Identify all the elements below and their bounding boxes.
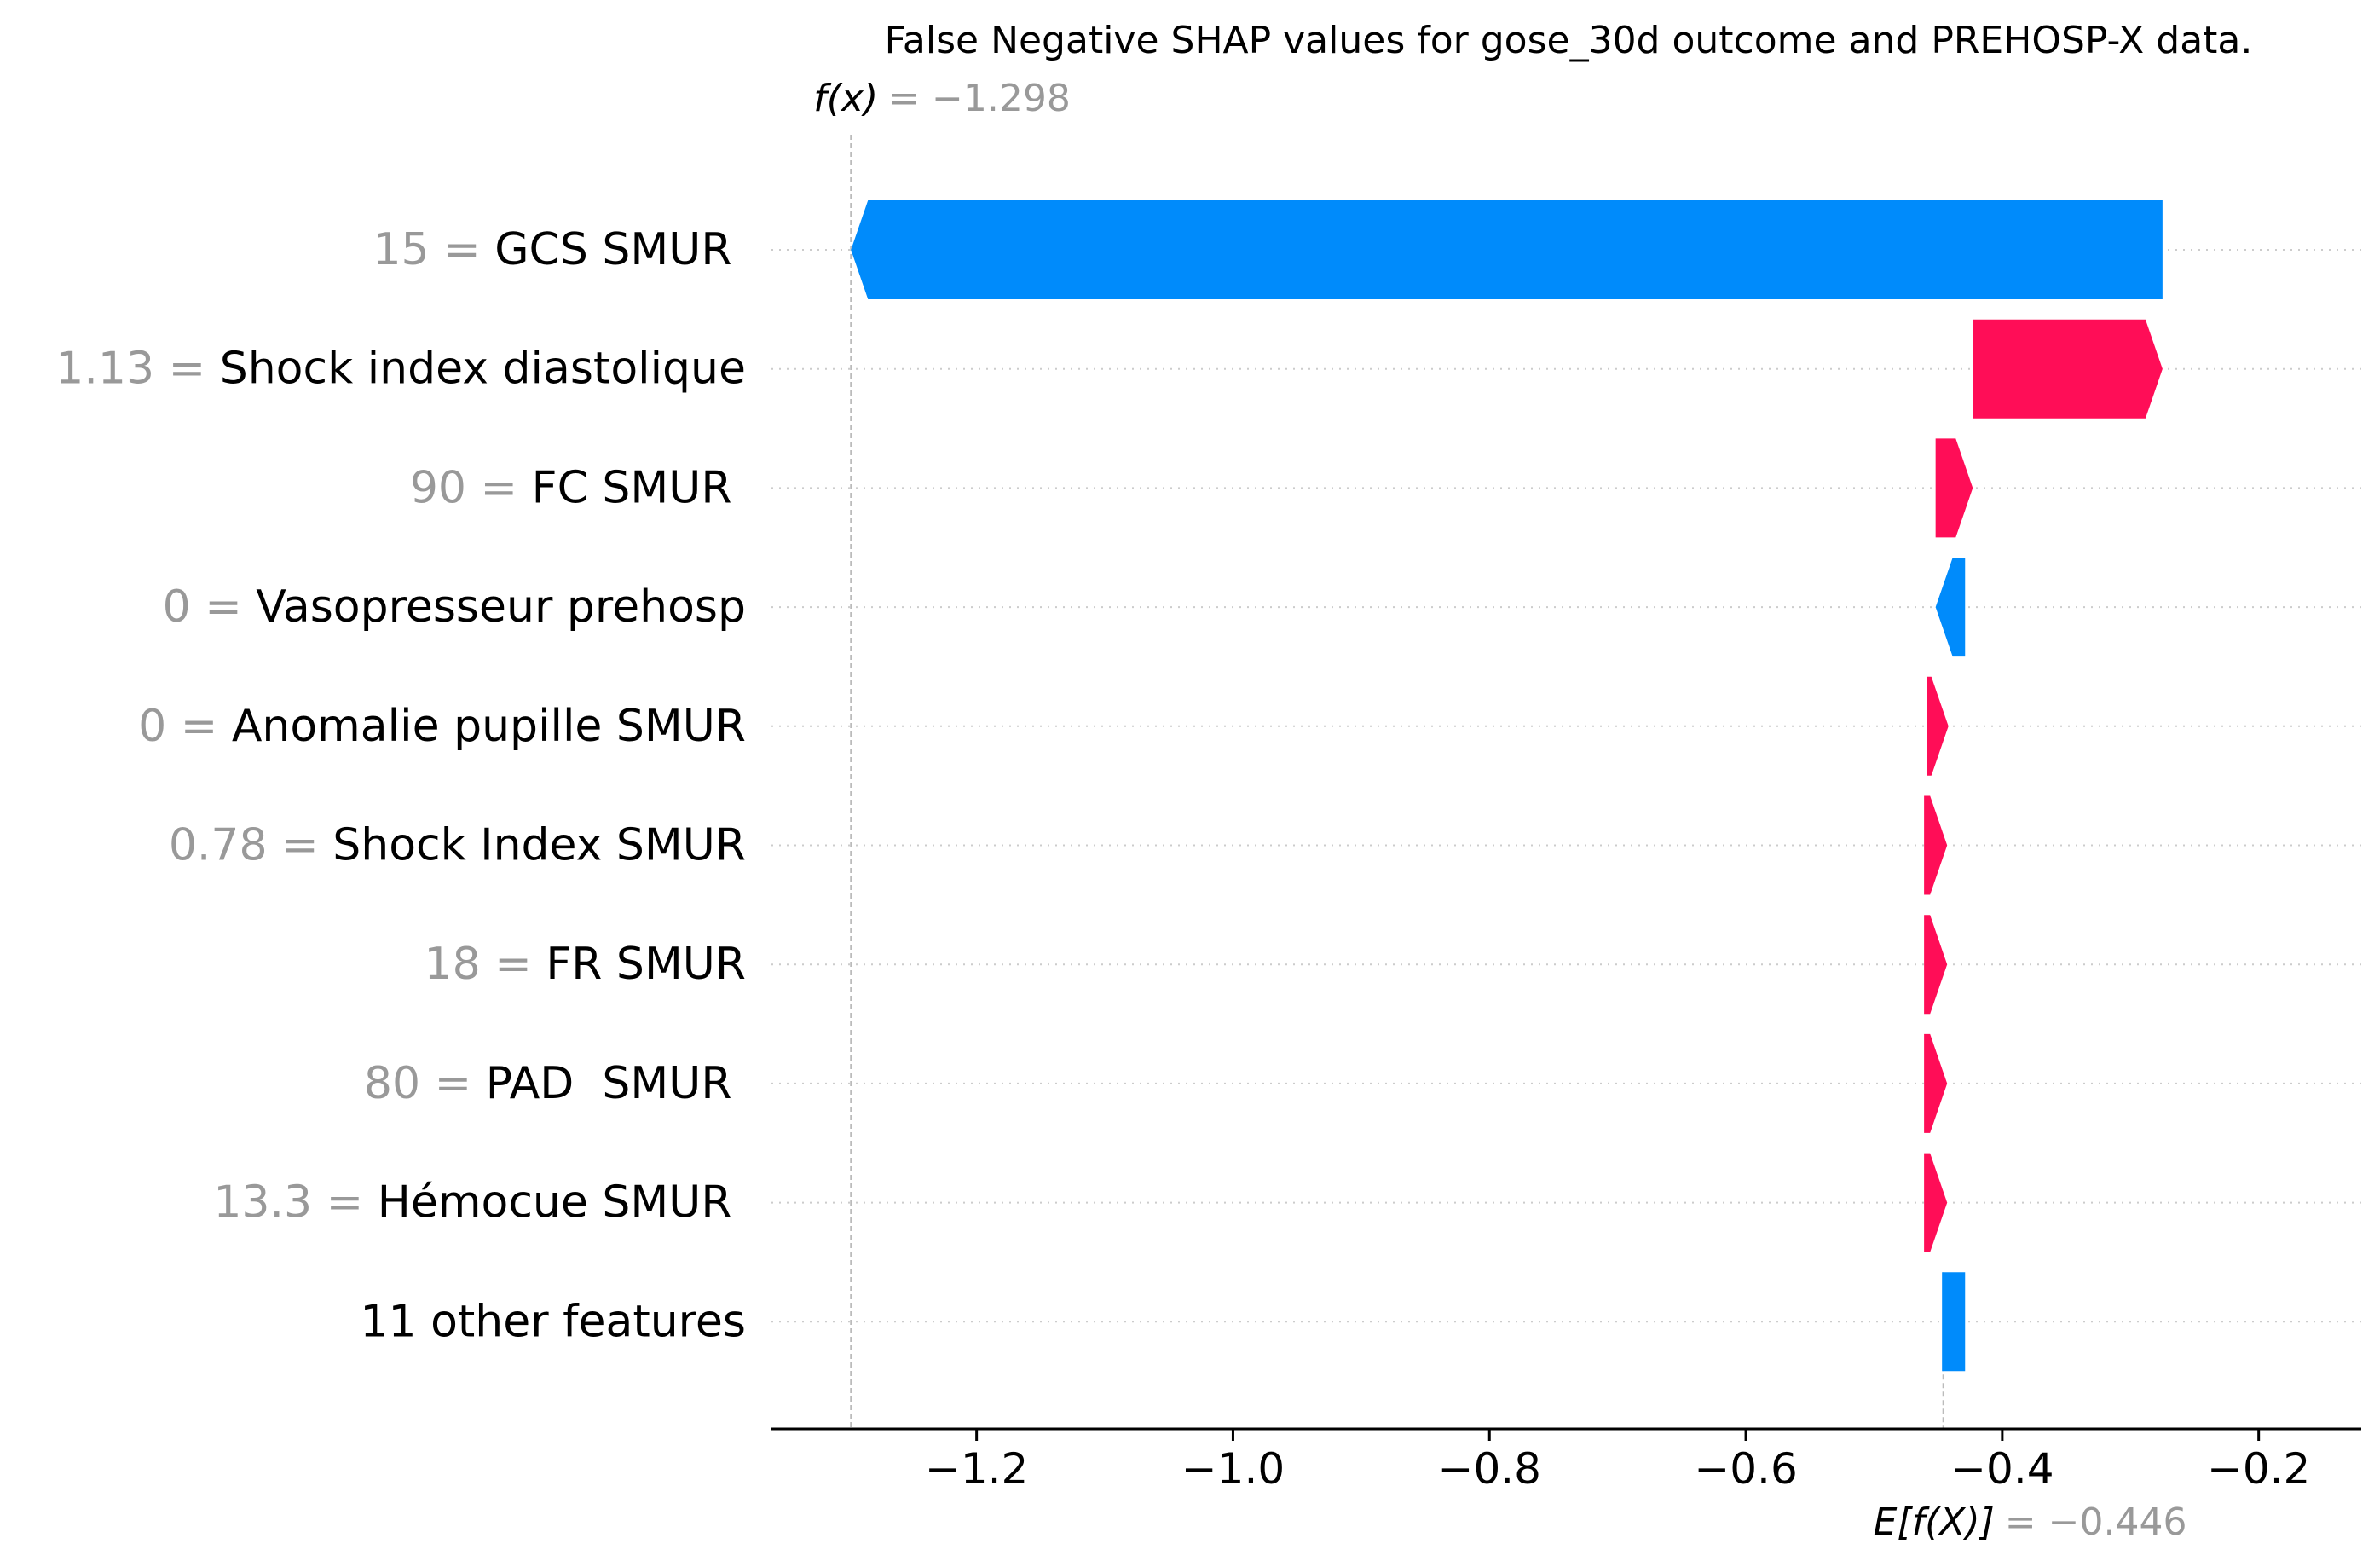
waterfall-bar [1935,438,1973,538]
x-tick-label: −0.8 [1438,1444,1541,1494]
feature-value: 15 = [373,224,480,275]
x-tick-label: −1.0 [1181,1444,1285,1494]
feature-name: Shock Index SMUR [332,820,746,871]
feature-name: FC SMUR [532,462,746,513]
waterfall-bar [1924,1153,1948,1252]
feature-name: Hémocue SMUR [378,1177,746,1229]
feature-separator [481,224,495,275]
fx-annotation: f(x) = −1.298 [813,77,1071,120]
feature-separator [217,701,232,752]
reference-lines [850,135,1944,1429]
waterfall-bar [1942,1272,1966,1372]
feature-label: 80 = PAD SMUR [364,1058,746,1109]
feature-label: 0 = Vasopresseur prehosp [163,581,746,633]
fx-value: = −1.298 [888,77,1071,120]
feature-label: 0 = Anomalie pupille SMUR [138,701,746,752]
feature-label: 18 = FR SMUR [425,939,746,990]
feature-separator [363,1177,378,1229]
feature-name: Shock index diastolique [220,344,746,395]
feature-name: GCS SMUR [494,224,746,275]
waterfall-bar [1924,795,1948,895]
feature-name: FR SMUR [546,939,746,990]
waterfall-bar [1935,558,1966,657]
feature-value: 0 = [138,701,217,752]
feature-value: 1.13 = [55,344,205,395]
feature-value: 13.3 = [213,1177,363,1229]
feature-value: 0.78 = [169,820,319,871]
feature-name: 11 other features [360,1296,746,1347]
feature-separator [205,344,220,395]
feature-label: 15 = GCS SMUR [373,224,746,275]
x-tick-label: −0.2 [2207,1444,2310,1494]
feature-separator [242,581,257,633]
bars [851,200,2163,1372]
feature-value: 80 = [364,1058,471,1109]
waterfall-bar [1973,319,2163,419]
waterfall-bar [1924,1033,1948,1133]
feature-name: Vasopresseur prehosp [256,581,746,633]
feature-name: PAD SMUR [486,1058,746,1109]
labels: 15 = GCS SMUR 1.13 = Shock index diastol… [55,224,746,1347]
feature-label: 11 other features [360,1296,746,1347]
x-tick-label: −0.6 [1694,1444,1797,1494]
x-tick-label: −1.2 [925,1444,1028,1494]
base-value: = −0.446 [2005,1501,2187,1544]
base-value-annotation: E[f(X)] = −0.446 [1874,1501,2187,1544]
feature-separator [517,462,532,513]
waterfall-bar [1927,676,1949,776]
feature-separator [532,939,546,990]
feature-value: 0 = [163,581,242,633]
chart-title: False Negative SHAP values for gose_30d … [885,19,2253,62]
feature-separator [319,820,333,871]
x-axis: −1.2 −1.0 −0.8 −0.6 −0.4 −0.2 f(x) = −1.298 E[f(… [771,77,2361,1544]
feature-label: 0.78 = Shock Index SMUR [169,820,746,871]
feature-label: 13.3 = Hémocue SMUR [213,1177,746,1229]
waterfall-bar [851,200,2163,299]
feature-label: 90 = FC SMUR [410,462,746,513]
feature-value: 90 = [410,462,517,513]
feature-value: 18 = [425,939,532,990]
feature-label: 1.13 = Shock index diastolique [55,344,746,395]
feature-name: Anomalie pupille SMUR [232,701,746,752]
base-name: E[f(X)] [1874,1501,1995,1544]
feature-separator [471,1058,486,1109]
waterfall-bar [1924,915,1948,1015]
x-tick-label: −0.4 [1950,1444,2054,1494]
fx-name: f(x) [813,77,878,120]
